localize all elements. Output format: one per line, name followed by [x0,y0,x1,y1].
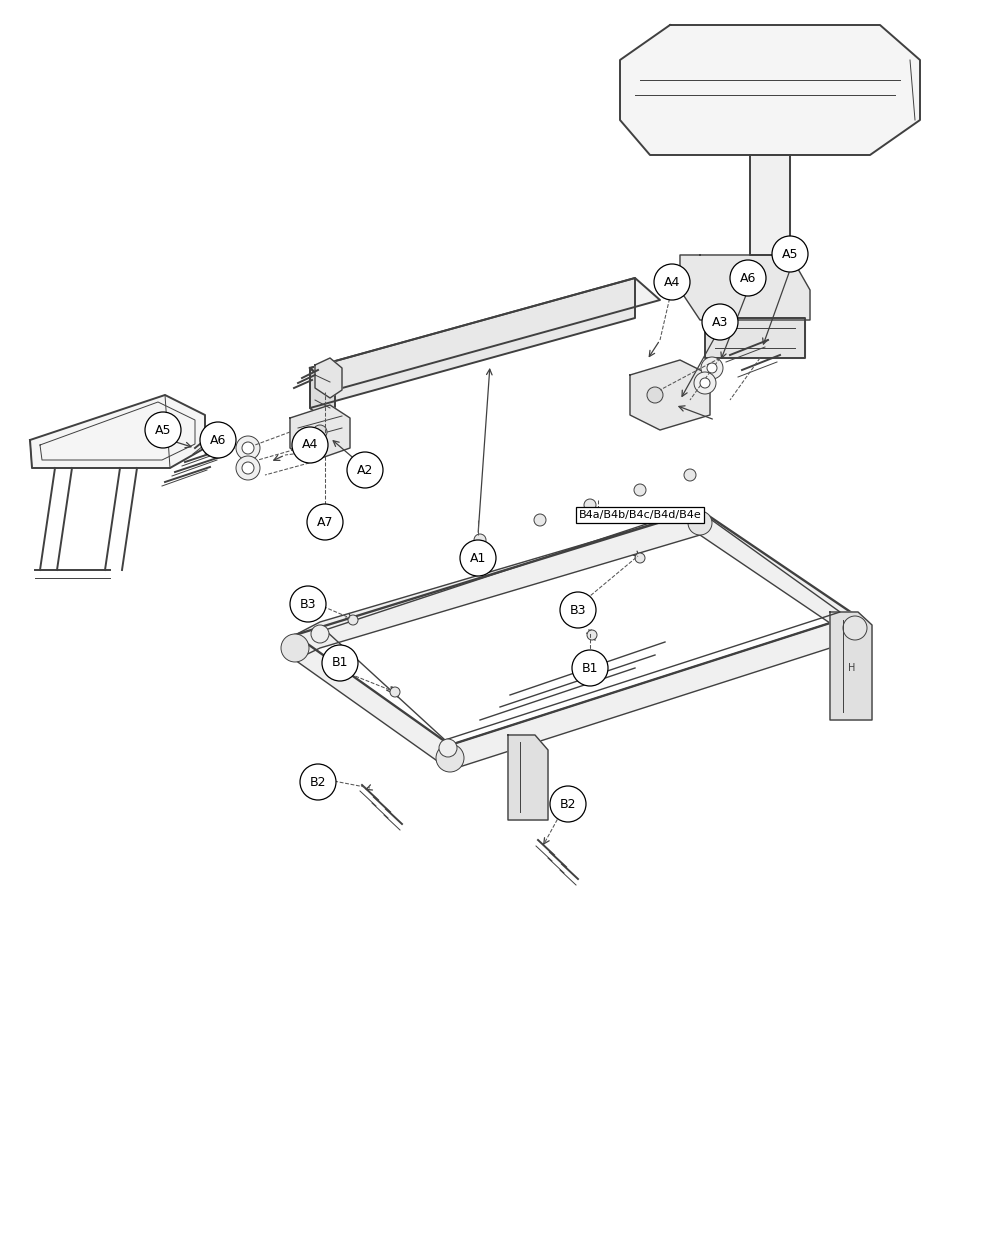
Polygon shape [310,367,335,430]
Polygon shape [450,615,855,769]
Text: A6: A6 [740,271,756,285]
Circle shape [701,358,723,379]
Text: A6: A6 [210,434,226,446]
Circle shape [560,592,596,628]
Circle shape [311,625,329,642]
Text: A2: A2 [357,464,373,476]
Circle shape [145,412,181,448]
Circle shape [587,630,597,640]
Text: A5: A5 [782,248,798,260]
Text: A7: A7 [317,515,333,529]
Circle shape [390,687,400,697]
Circle shape [313,425,327,439]
Circle shape [439,739,457,757]
Circle shape [772,236,808,272]
Circle shape [200,422,236,457]
Text: B2: B2 [560,798,576,810]
Text: H: H [848,663,856,673]
Circle shape [348,615,358,625]
Circle shape [654,264,690,300]
Circle shape [292,427,328,464]
Text: B1: B1 [332,656,348,670]
Polygon shape [508,735,548,820]
Circle shape [436,743,464,772]
Circle shape [694,372,716,395]
Text: B4a/B4b/B4c/B4d/B4e: B4a/B4b/B4c/B4d/B4e [579,510,701,520]
Circle shape [688,510,712,535]
Text: A5: A5 [155,423,171,436]
Circle shape [460,540,496,576]
Circle shape [707,363,717,374]
Text: A3: A3 [712,316,728,328]
Circle shape [300,764,336,800]
Text: A4: A4 [302,439,318,451]
Circle shape [700,379,710,388]
Circle shape [584,499,596,510]
Polygon shape [30,395,205,469]
Polygon shape [310,277,660,390]
Polygon shape [620,25,920,155]
Polygon shape [310,277,635,408]
Text: B3: B3 [300,598,316,610]
Circle shape [684,469,696,481]
Circle shape [572,650,608,686]
Circle shape [634,485,646,496]
Text: A1: A1 [470,551,486,565]
Circle shape [290,586,326,621]
Polygon shape [830,612,872,720]
Polygon shape [295,635,450,769]
Circle shape [843,616,867,640]
Polygon shape [700,510,855,640]
Text: B1: B1 [582,661,598,674]
Circle shape [635,552,645,563]
Circle shape [702,305,738,340]
Polygon shape [315,358,342,398]
Circle shape [242,441,254,454]
Polygon shape [290,404,350,462]
Polygon shape [705,318,805,358]
Circle shape [474,534,486,546]
Circle shape [647,387,663,403]
Circle shape [281,634,309,662]
Text: A4: A4 [664,275,680,289]
Polygon shape [750,155,790,255]
Circle shape [236,456,260,480]
Circle shape [550,785,586,822]
Circle shape [730,260,766,296]
Circle shape [322,645,358,681]
Text: B2: B2 [310,776,326,788]
Circle shape [242,462,254,473]
Polygon shape [680,255,810,321]
Text: B3: B3 [570,603,586,616]
Circle shape [534,514,546,526]
Circle shape [347,453,383,488]
Polygon shape [295,510,700,660]
Circle shape [236,436,260,460]
Circle shape [307,504,343,540]
Polygon shape [630,360,710,430]
